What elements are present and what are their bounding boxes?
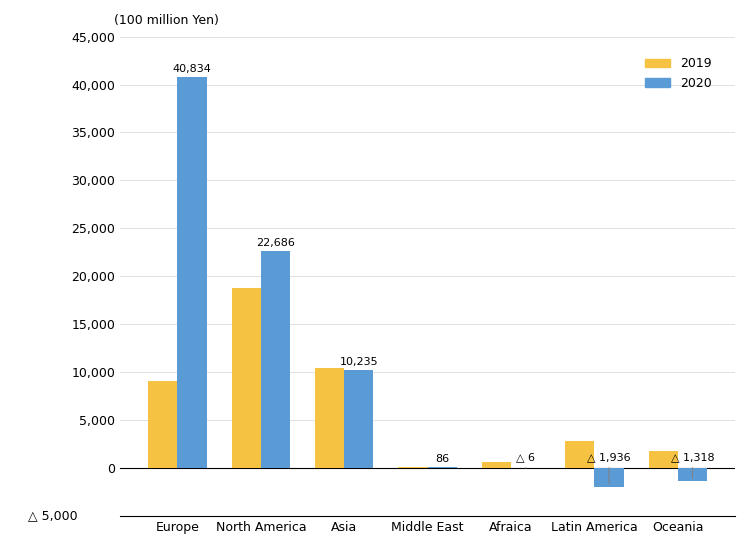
Bar <box>148 381 178 468</box>
Text: 86: 86 <box>435 454 449 464</box>
Text: △ 6: △ 6 <box>516 452 536 468</box>
Bar <box>398 466 427 468</box>
Bar <box>649 451 678 468</box>
Bar <box>232 288 261 468</box>
Bar <box>261 250 290 468</box>
Text: △ 1,936: △ 1,936 <box>587 452 631 484</box>
Text: 40,834: 40,834 <box>172 64 211 74</box>
Bar <box>427 467 457 468</box>
Text: △ 5,000: △ 5,000 <box>28 510 77 522</box>
Bar <box>678 468 707 480</box>
Bar <box>178 77 207 468</box>
Text: (100 million Yen): (100 million Yen) <box>114 14 219 27</box>
Bar <box>344 370 374 468</box>
Bar <box>566 441 595 468</box>
Bar <box>482 462 511 468</box>
Bar <box>595 468 624 487</box>
Text: 10,235: 10,235 <box>340 357 378 367</box>
Text: 22,686: 22,686 <box>256 237 295 248</box>
Legend: 2019, 2020: 2019, 2020 <box>640 53 716 95</box>
Text: △ 1,318: △ 1,318 <box>670 452 714 478</box>
Bar <box>315 368 344 468</box>
